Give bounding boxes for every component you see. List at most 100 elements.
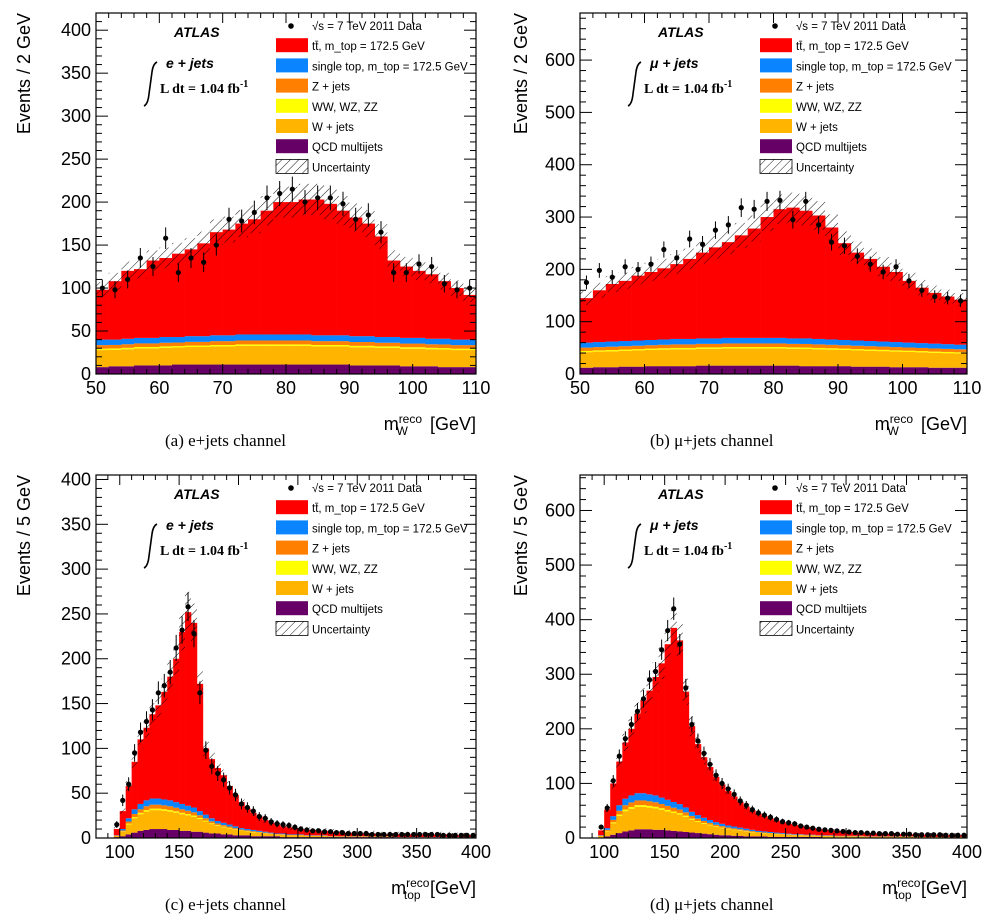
bar-qcd bbox=[825, 366, 839, 374]
y-tick-label: 400 bbox=[545, 155, 575, 175]
bar-wjets bbox=[210, 346, 223, 365]
bar-zjets bbox=[121, 344, 135, 348]
bar-singletop bbox=[682, 807, 690, 813]
bar-ttbar bbox=[604, 809, 611, 829]
bar-ttbar bbox=[238, 802, 245, 829]
bar-ttbar bbox=[791, 824, 798, 835]
bar-qcd bbox=[605, 367, 619, 374]
bar-qcd bbox=[362, 365, 375, 374]
x-tick-label: 400 bbox=[461, 842, 491, 862]
bar-zjets bbox=[657, 344, 671, 349]
y-tick-label: 350 bbox=[61, 514, 91, 534]
bar-wjets bbox=[743, 831, 750, 837]
data-point bbox=[280, 821, 286, 828]
data-point bbox=[251, 209, 257, 216]
bar-wjets bbox=[773, 348, 787, 366]
data-point bbox=[327, 195, 333, 201]
uncertainty-bin bbox=[646, 677, 653, 704]
x-axis: 50 60 70 80 90 100 110 bbox=[570, 13, 981, 398]
y-tick-label: 400 bbox=[61, 20, 91, 40]
data-point bbox=[804, 824, 810, 830]
data-point bbox=[345, 830, 351, 837]
bar-wjets bbox=[882, 836, 889, 838]
bar-zjets bbox=[463, 345, 477, 349]
y-tick-label: 150 bbox=[61, 235, 91, 255]
bar-diboson bbox=[670, 347, 684, 350]
bar-zjets bbox=[167, 806, 174, 811]
legend-swatch-ttbar bbox=[276, 500, 308, 515]
bar-diboson bbox=[670, 811, 678, 813]
data-point bbox=[428, 831, 435, 838]
bar-singletop bbox=[438, 338, 451, 345]
bar-ttbar bbox=[235, 223, 249, 335]
uncertainty-bin bbox=[172, 242, 185, 265]
data-point bbox=[416, 261, 422, 267]
bar-ttbar bbox=[137, 739, 144, 804]
bar-ttbar bbox=[173, 658, 180, 803]
bar-zjets bbox=[250, 831, 257, 833]
bar-wjets bbox=[779, 834, 786, 837]
bar-singletop bbox=[149, 798, 156, 805]
uncertainty-bin bbox=[197, 231, 210, 256]
bar-diboson bbox=[96, 348, 109, 351]
legend-label-ttbar: tt̄, m_top = 172.5 GeV bbox=[312, 41, 425, 53]
bar-ttbar bbox=[121, 270, 135, 339]
bar-zjets bbox=[210, 341, 223, 345]
data-point bbox=[239, 218, 245, 224]
bar-ttbar bbox=[119, 811, 126, 830]
bar-qcd bbox=[688, 832, 696, 838]
legend-swatch-uncertainty bbox=[275, 621, 309, 636]
data-point bbox=[393, 831, 399, 838]
bar-ttbar bbox=[208, 759, 216, 819]
bar-singletop bbox=[670, 801, 678, 808]
bar-ttbar bbox=[311, 199, 325, 336]
bar-wjets bbox=[286, 345, 299, 365]
data-point bbox=[378, 229, 384, 235]
uncertainty-bin bbox=[210, 219, 223, 245]
bar-qcd bbox=[248, 364, 261, 374]
bar-qcd bbox=[143, 829, 150, 838]
bar-ttbar bbox=[96, 289, 109, 340]
bar-ttbar bbox=[214, 768, 221, 821]
bar-ttbar bbox=[179, 631, 186, 804]
x-tick-label: 100 bbox=[105, 842, 135, 862]
uncertainty-bin bbox=[286, 186, 299, 218]
bar-qcd bbox=[889, 367, 903, 374]
bar-zjets bbox=[640, 800, 647, 806]
bar-ttbar bbox=[202, 748, 210, 815]
bar-diboson bbox=[652, 806, 659, 809]
data-point bbox=[749, 807, 755, 813]
bar-singletop bbox=[232, 826, 239, 829]
data-point bbox=[852, 829, 858, 836]
bar-zjets bbox=[244, 830, 251, 832]
bar-singletop bbox=[121, 338, 135, 345]
data-point bbox=[411, 831, 417, 838]
data-point bbox=[150, 263, 156, 270]
bar-singletop bbox=[755, 830, 762, 832]
bar-wjets bbox=[297, 835, 305, 838]
bar-wjets bbox=[125, 824, 132, 835]
uncertainty-bin bbox=[657, 258, 671, 278]
y-tick-label: 200 bbox=[545, 259, 575, 279]
legend-label-wjets: W + jets bbox=[312, 584, 354, 596]
bar-singletop bbox=[185, 805, 192, 811]
stack-bars bbox=[598, 627, 968, 838]
data-point bbox=[841, 243, 848, 249]
bar-singletop bbox=[173, 802, 180, 808]
bar-singletop bbox=[838, 339, 852, 346]
bar-wjets bbox=[721, 348, 736, 366]
bar-diboson bbox=[721, 347, 736, 349]
bar-ttbar bbox=[125, 786, 132, 819]
bar-diboson bbox=[214, 825, 221, 826]
bar-diboson bbox=[682, 815, 690, 817]
atlas-label: ATLAS bbox=[173, 486, 220, 502]
bar-zjets bbox=[889, 347, 903, 351]
bar-wjets bbox=[799, 348, 813, 367]
bar-wjets bbox=[838, 349, 852, 367]
bar-ttbar bbox=[196, 683, 204, 812]
bar-ttbar bbox=[825, 227, 839, 340]
data-point bbox=[256, 813, 262, 820]
bar-singletop bbox=[616, 805, 623, 811]
bar-qcd bbox=[121, 366, 135, 374]
bar-singletop bbox=[280, 833, 287, 835]
